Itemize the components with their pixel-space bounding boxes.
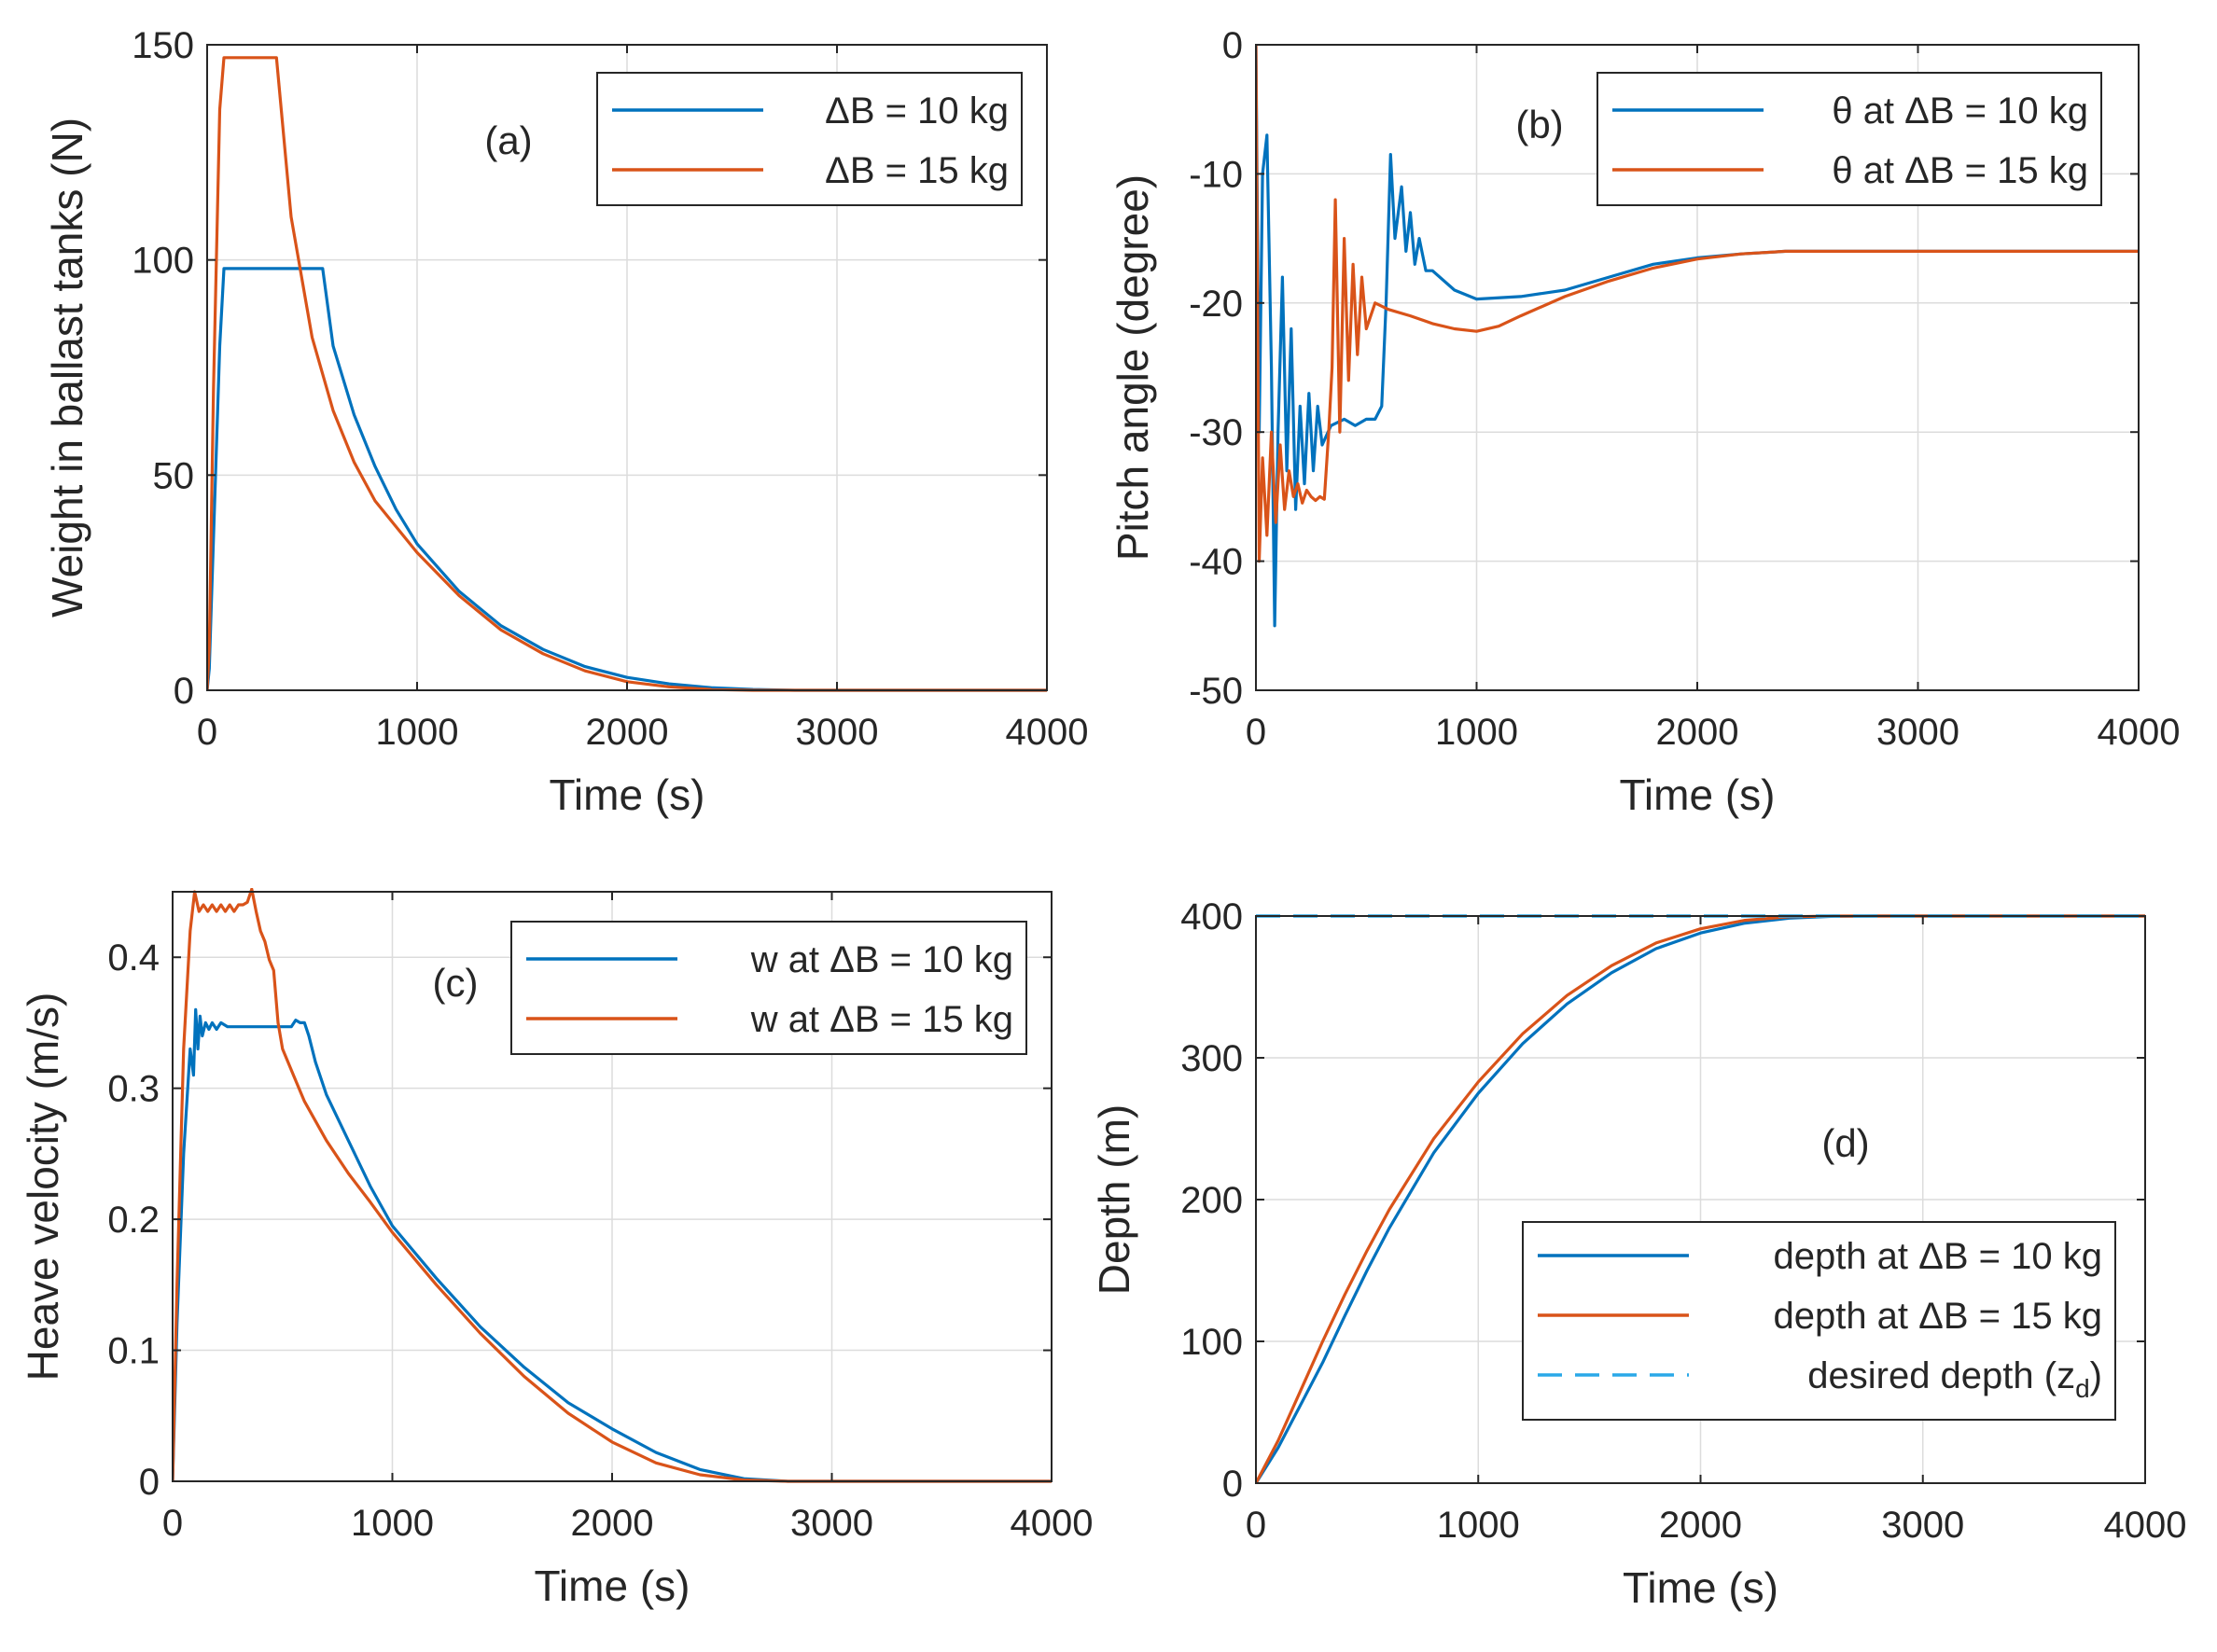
y-tick-label: 0 <box>139 1462 160 1503</box>
x-tick-label: 3000 <box>1881 1505 1964 1546</box>
x-tick-label: 2000 <box>586 712 669 753</box>
series-line-b-1 <box>1256 44 2139 563</box>
x-tick-label: 3000 <box>790 1503 873 1544</box>
x-axis-label: Time (s) <box>1623 1563 1778 1612</box>
x-tick-label: 3000 <box>1876 712 1959 753</box>
x-tick-label: 4000 <box>1011 1503 1094 1544</box>
x-axis-label: Time (s) <box>535 1562 690 1610</box>
legend-entry-text: ) <box>2090 1355 2102 1396</box>
y-tick-label: 200 <box>1180 1180 1243 1221</box>
x-tick-label: 1000 <box>1435 712 1518 753</box>
y-tick-label: 50 <box>153 455 195 496</box>
x-tick-label: 0 <box>197 712 217 753</box>
y-tick-label: 400 <box>1180 896 1243 937</box>
y-tick-label: 0.4 <box>107 937 160 979</box>
series-line-b-0 <box>1256 44 2139 628</box>
x-tick-label: 4000 <box>2098 712 2181 753</box>
panel-label: (b) <box>1515 103 1563 146</box>
y-tick-label: 0.3 <box>107 1069 160 1110</box>
panel-label: (a) <box>484 118 532 162</box>
x-tick-label: 1000 <box>351 1503 434 1544</box>
legend-entry: θ at ΔB = 10 kg <box>1832 90 2088 132</box>
legend: ΔB = 10 kg ΔB = 15 kg <box>596 72 1023 206</box>
legend-entry: desired depth (zd) <box>1807 1355 2102 1403</box>
legend: w at ΔB = 10 kg w at ΔB = 15 kg <box>510 921 1027 1055</box>
legend-entry: w at ΔB = 10 kg <box>750 939 1013 980</box>
legend-entry: ΔB = 10 kg <box>825 90 1009 132</box>
panel-d: 0 1000 2000 3000 4000 0 100 200 300 400 Time (s) De… <box>1090 896 2186 1612</box>
x-tick-label: 4000 <box>1006 712 1089 753</box>
legend-entry: w at ΔB = 15 kg <box>750 999 1013 1040</box>
legend: depth at ΔB = 10 kg depth at ΔB = 15 kg de… <box>1522 1221 2116 1421</box>
y-tick-label: -30 <box>1189 412 1243 453</box>
panel-a: 0 1000 2000 3000 4000 0 50 100 150 Time (s) Weight… <box>43 25 1088 819</box>
panel-label: (c) <box>433 961 479 1005</box>
y-tick-label: 100 <box>132 241 194 282</box>
y-axis-label: Depth (m) <box>1090 1104 1138 1295</box>
x-tick-label: 2000 <box>1659 1505 1742 1546</box>
x-axis-label: Time (s) <box>550 770 705 819</box>
legend-entry-subscript: d <box>2075 1374 2090 1403</box>
y-tick-label: 0.2 <box>107 1200 160 1241</box>
x-tick-label: 4000 <box>2104 1505 2187 1546</box>
x-tick-label: 0 <box>1246 1505 1266 1546</box>
x-tick-label: 1000 <box>376 712 459 753</box>
y-tick-label: -10 <box>1189 154 1243 195</box>
y-tick-label: 0 <box>1222 25 1243 66</box>
series-line-c-1 <box>173 888 1052 1483</box>
x-tick-label: 0 <box>162 1503 183 1544</box>
panel-c: 0 1000 2000 3000 4000 0 0.1 0.2 0.3 0.4 Time (s) He… <box>19 888 1094 1610</box>
x-tick-label: 1000 <box>1437 1505 1520 1546</box>
legend: θ at ΔB = 10 kg θ at ΔB = 15 kg <box>1597 72 2102 206</box>
legend-box <box>510 921 1027 1055</box>
series-line-a-0 <box>207 267 1047 692</box>
x-axis-label: Time (s) <box>1620 770 1776 819</box>
legend-entry: ΔB = 15 kg <box>825 150 1009 191</box>
legend-entry-text: desired depth (z <box>1807 1355 2075 1396</box>
y-tick-label: 100 <box>1180 1322 1243 1363</box>
x-tick-label: 2000 <box>1656 712 1739 753</box>
y-tick-label: 300 <box>1180 1038 1243 1079</box>
series-line-c-0 <box>173 1007 1052 1483</box>
y-axis-label: Weight in ballast tanks (N) <box>43 118 91 618</box>
x-tick-label: 0 <box>1246 712 1266 753</box>
y-tick-label: -50 <box>1189 671 1243 712</box>
y-tick-label: 150 <box>132 25 194 66</box>
series-line-a-1 <box>207 56 1047 692</box>
y-tick-label: -40 <box>1189 542 1243 583</box>
legend-box <box>596 72 1023 206</box>
x-tick-label: 2000 <box>571 1503 654 1544</box>
y-axis-label: Pitch angle (degree) <box>1108 174 1157 561</box>
panel-label: (d) <box>1821 1121 1869 1165</box>
y-tick-label: 0 <box>1222 1464 1243 1505</box>
y-tick-label: 0 <box>174 671 194 712</box>
x-tick-label: 3000 <box>796 712 879 753</box>
legend-box <box>1597 72 2102 206</box>
legend-entry: depth at ΔB = 15 kg <box>1773 1296 2102 1337</box>
y-tick-label: 0.1 <box>107 1331 160 1372</box>
panel-b: 0 1000 2000 3000 4000 -50 -40 -30 -20 -10 0 Time (s… <box>1108 25 2180 819</box>
legend-entry: depth at ΔB = 10 kg <box>1773 1236 2102 1277</box>
y-axis-label: Heave velocity (m/s) <box>19 993 67 1381</box>
legend-entry: θ at ΔB = 15 kg <box>1832 150 2088 191</box>
y-tick-label: -20 <box>1189 284 1243 325</box>
